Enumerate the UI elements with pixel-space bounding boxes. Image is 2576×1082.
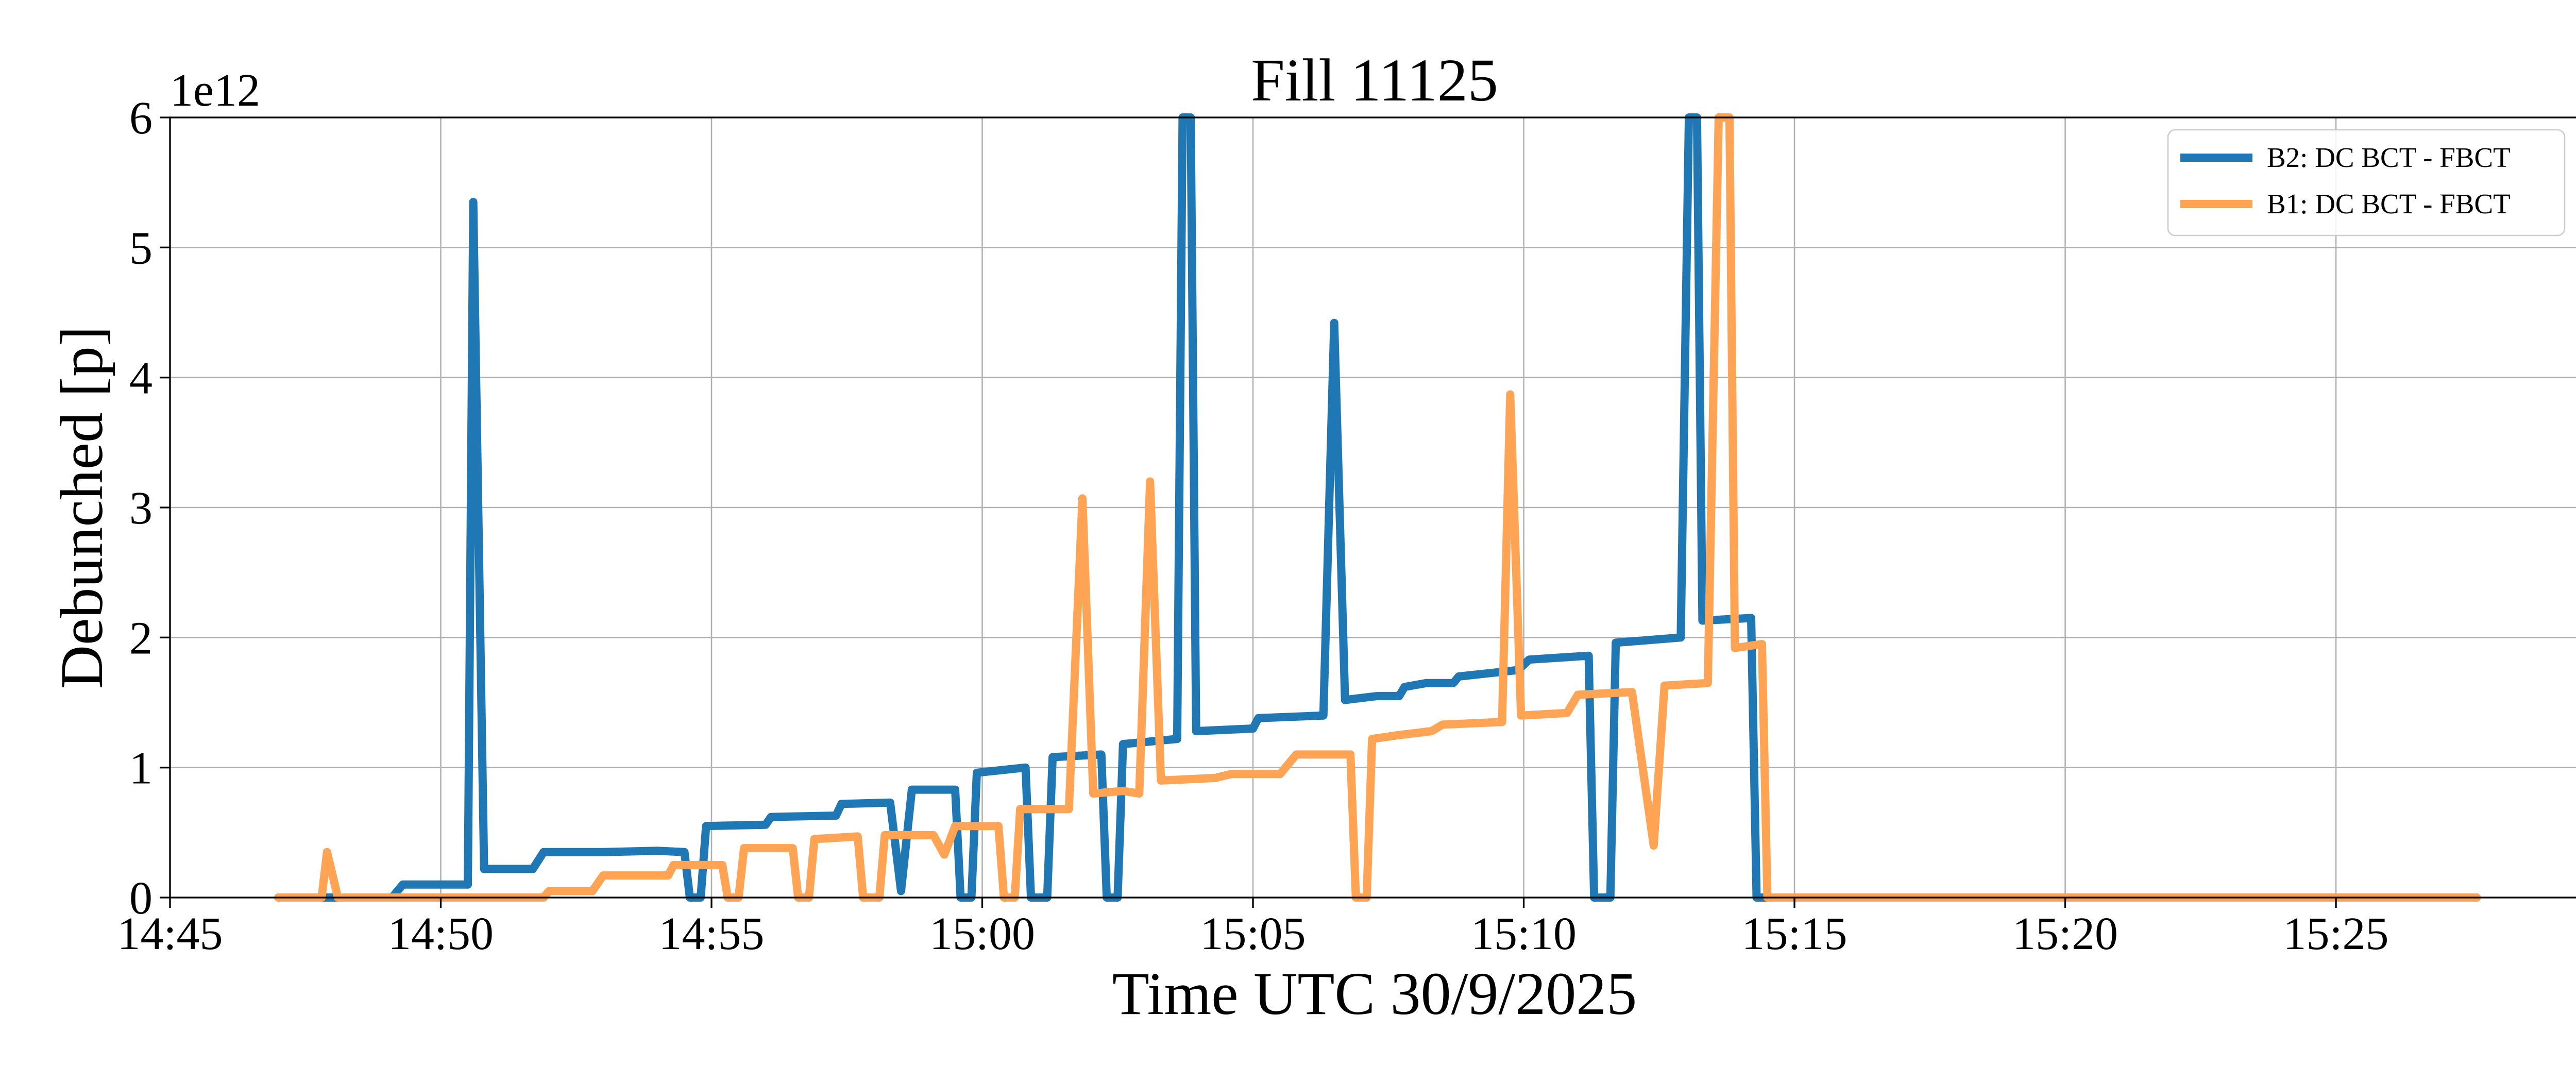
x-tick-label-7: 15:20 (2012, 908, 2118, 959)
y-tick-label-3: 3 (129, 483, 152, 534)
x-tick-label-2: 14:55 (659, 908, 765, 959)
x-axis-label: Time UTC 30/9/2025 (1112, 960, 1637, 1027)
x-tick-label-4: 15:05 (1200, 908, 1306, 959)
chart-title: Fill 11125 (1251, 46, 1498, 114)
series-line-b2 (274, 113, 2481, 902)
plot-series (274, 113, 2481, 902)
y-tick-label-4: 4 (129, 353, 152, 404)
x-tick-label-6: 15:15 (1742, 908, 1848, 959)
y-axis-label: Debunched [p] (48, 326, 115, 689)
y-tick-label-5: 5 (129, 223, 152, 274)
legend-label-b1: B1: DC BCT - FBCT (2267, 188, 2511, 219)
x-tick-label-3: 15:00 (929, 908, 1035, 959)
y-tick-label-6: 6 (129, 93, 152, 144)
y-tick-label-1: 1 (129, 743, 152, 794)
x-tick-label-8: 15:25 (2283, 908, 2389, 959)
legend: B2: DC BCT - FBCT B1: DC BCT - FBCT (2167, 129, 2566, 236)
y-tick-label-2: 2 (129, 613, 152, 664)
legend-label-b2: B2: DC BCT - FBCT (2267, 142, 2511, 173)
legend-frame (2167, 129, 2566, 236)
axis-ticks: 14:45 14:50 14:55 15:00 15:05 15:10 15:15 15:20… (117, 93, 2388, 959)
x-tick-label-0: 14:45 (117, 908, 223, 959)
y-tick-label-0: 0 (129, 873, 152, 924)
y-offset-label: 1e12 (170, 65, 260, 116)
series-line-b1 (274, 113, 2481, 902)
x-tick-label-1: 14:50 (388, 908, 494, 959)
x-tick-label-5: 15:10 (1471, 908, 1577, 959)
